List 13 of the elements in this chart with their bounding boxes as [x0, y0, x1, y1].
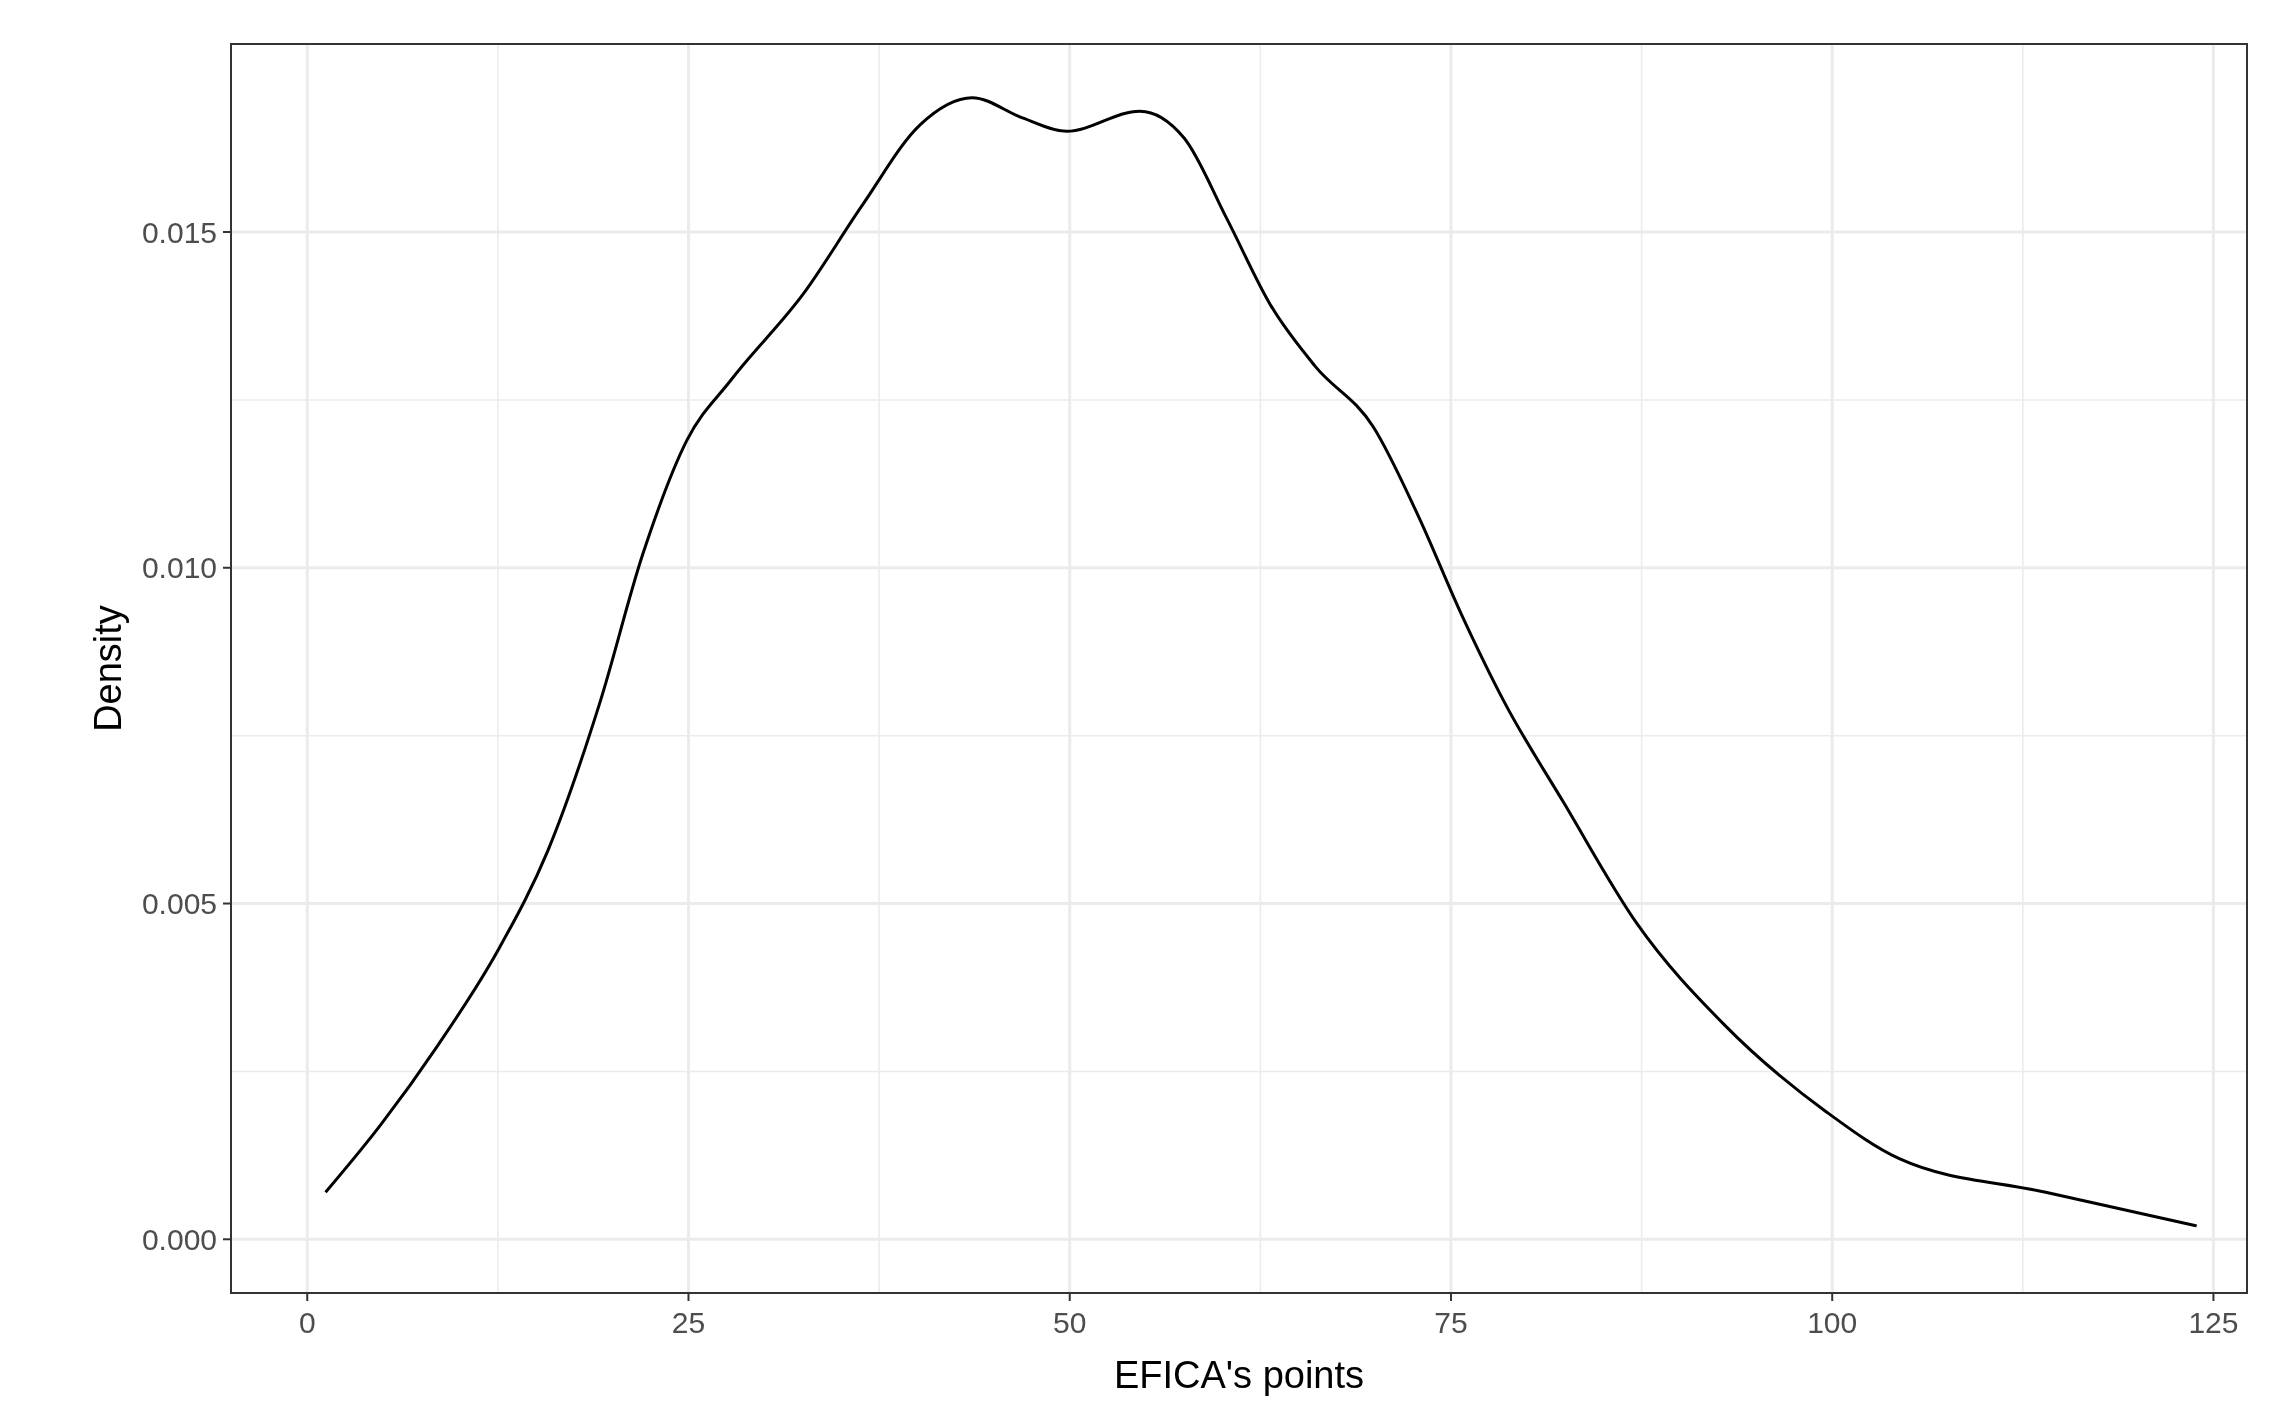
- x-tick-label: 75: [1434, 1306, 1468, 1339]
- y-axis-title: Density: [87, 605, 129, 732]
- x-tick-label: 100: [1807, 1306, 1858, 1339]
- y-tick-label: 0.000: [141, 1222, 217, 1256]
- x-tick-label: 0: [298, 1306, 316, 1339]
- x-tick-label: 25: [671, 1306, 706, 1339]
- x-axis-title: EFICA's points: [1113, 1354, 1365, 1396]
- y-tick-label: 0.015: [141, 215, 217, 249]
- line-series: [324, 96, 2199, 1228]
- y-tick-label: 0.010: [141, 551, 217, 585]
- x-tick-label: 125: [2188, 1306, 2239, 1339]
- x-tick-label: 50: [1053, 1306, 1087, 1339]
- y-tick-label: 0.005: [141, 887, 217, 921]
